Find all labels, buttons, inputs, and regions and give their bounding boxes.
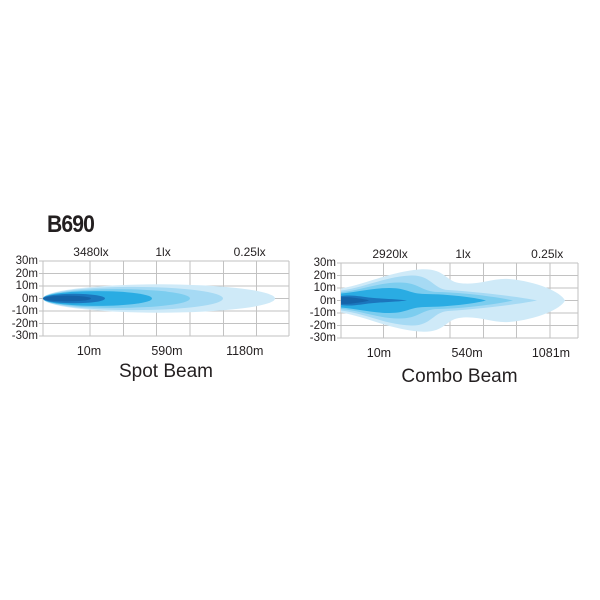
illuminance-label: 0.25lx: [531, 247, 564, 261]
distance-label: 590m: [151, 344, 183, 358]
y-axis-label: 30m: [313, 257, 336, 269]
y-axis-label: -20m: [309, 319, 336, 332]
distance-label: 10m: [366, 346, 392, 360]
y-axis-label: 20m: [15, 267, 38, 280]
distance-label: 10m: [76, 344, 102, 358]
illuminance-label: 1lx: [455, 247, 471, 261]
beam-contour-zone-core: [341, 297, 369, 304]
distance-label: 1180m: [226, 344, 264, 358]
y-axis-label: -10m: [309, 307, 336, 319]
combo-beam-chart: Combo Beam 30m 20m 10m 0m -10m -20m -30m 2920lx…: [298, 246, 598, 406]
illuminance-label: 1lx: [155, 245, 171, 259]
illuminance-label: 0.25lx: [233, 245, 266, 259]
y-axis-label: -20m: [11, 317, 38, 330]
y-axis-label: 10m: [313, 282, 336, 294]
spot-plot-area: [39, 260, 290, 337]
y-axis-label: 30m: [15, 255, 38, 267]
distance-label: 1081m: [531, 346, 571, 360]
y-axis-label: 0m: [320, 294, 336, 307]
spot-beam-svg: [39, 260, 290, 337]
spot-beam-contours: [43, 284, 275, 313]
illuminance-label: 3480lx: [73, 245, 109, 259]
y-axis-label: -30m: [11, 330, 38, 342]
y-axis-label: 20m: [313, 269, 336, 282]
product-title: B690: [47, 211, 95, 238]
y-axis-label: -10m: [11, 305, 38, 317]
distance-label: 540m: [451, 346, 483, 360]
combo-plot-area: [337, 262, 579, 339]
combo-chart-caption: Combo Beam: [401, 366, 518, 387]
beam-contour-zone-core: [43, 295, 91, 302]
y-axis-label: 10m: [15, 280, 38, 292]
spot-beam-chart: Spot Beam 30m 20m 10m 0m -10m -20m -30m 3480lx 1…: [0, 244, 300, 404]
beam-contour-zone-hot: [341, 295, 407, 306]
combo-beam-svg: [337, 262, 579, 339]
illuminance-label: 2920lx: [372, 247, 408, 261]
y-axis-label: -30m: [309, 332, 336, 344]
spot-chart-caption: Spot Beam: [119, 361, 213, 382]
y-axis-label: 0m: [22, 292, 38, 305]
combo-beam-contours: [341, 269, 565, 332]
beam-contour-zone-1lx: [341, 287, 486, 314]
